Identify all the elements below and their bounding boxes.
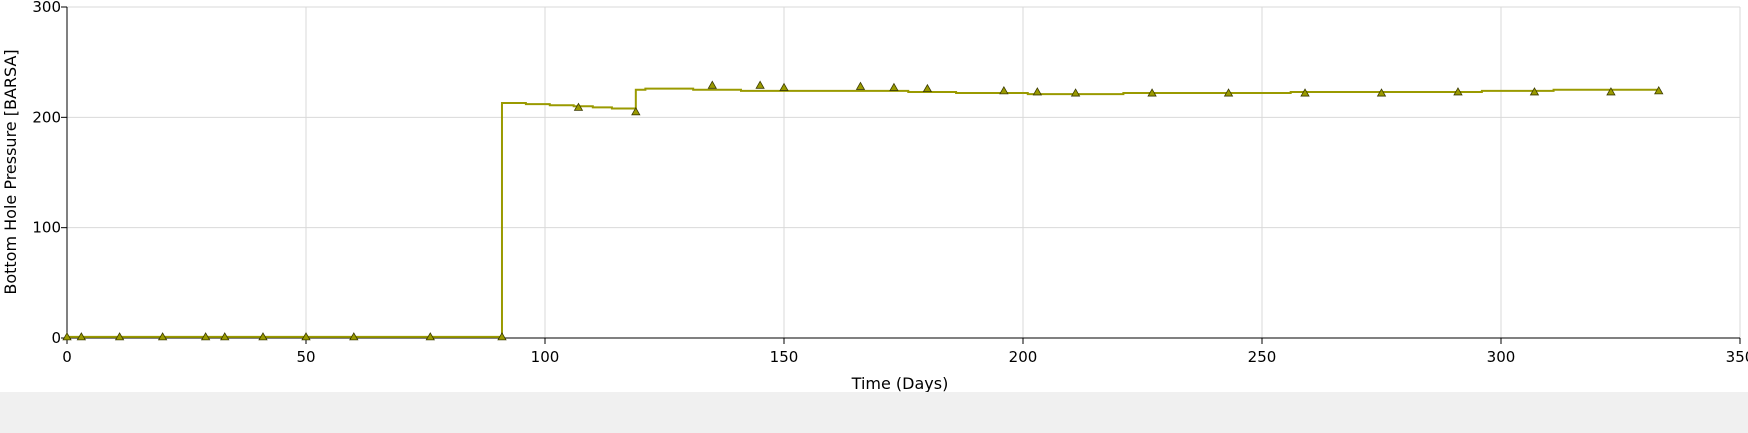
x-tick-label: 350: [1726, 348, 1748, 366]
tick-labels: 0 50 100 150 200 250 300 350 0 100 200 300: [32, 0, 1748, 366]
x-tick-label: 100: [531, 348, 560, 366]
plot-panel: 0 50 100 150 200 250 300 350 0 100 200 300 Time (Da…: [0, 0, 1748, 392]
y-tick-label: 100: [32, 219, 61, 237]
grid-lines: [67, 7, 1740, 338]
y-tick-label: 0: [51, 329, 61, 347]
axes: [61, 7, 1740, 344]
observed-pressure-point: [1000, 87, 1008, 94]
observed-pressure-point: [856, 82, 864, 89]
observed-pressure-point: [1072, 89, 1080, 96]
x-tick-label: 250: [1248, 348, 1277, 366]
y-tick-label: 300: [32, 0, 61, 16]
observed-pressure-point: [780, 84, 788, 91]
observed-pressure-point: [1033, 88, 1041, 95]
x-tick-label: 50: [296, 348, 315, 366]
x-tick-label: 0: [62, 348, 72, 366]
x-tick-label: 150: [770, 348, 799, 366]
data-series: [63, 81, 1663, 340]
x-tick-label: 300: [1487, 348, 1516, 366]
y-tick-label: 200: [32, 108, 61, 126]
observed-pressure-point: [756, 81, 764, 88]
observed-pressure-point: [890, 84, 898, 91]
bottom-hole-pressure-chart: 0 50 100 150 200 250 300 350 0 100 200 300 Time (Da…: [0, 0, 1748, 392]
x-axis-title: Time (Days): [851, 374, 949, 392]
x-tick-label: 200: [1009, 348, 1038, 366]
observed-pressure-point: [923, 85, 931, 92]
y-axis-title: Bottom Hole Pressure [BARSA]: [1, 49, 20, 294]
observed-pressure-point: [708, 81, 716, 88]
